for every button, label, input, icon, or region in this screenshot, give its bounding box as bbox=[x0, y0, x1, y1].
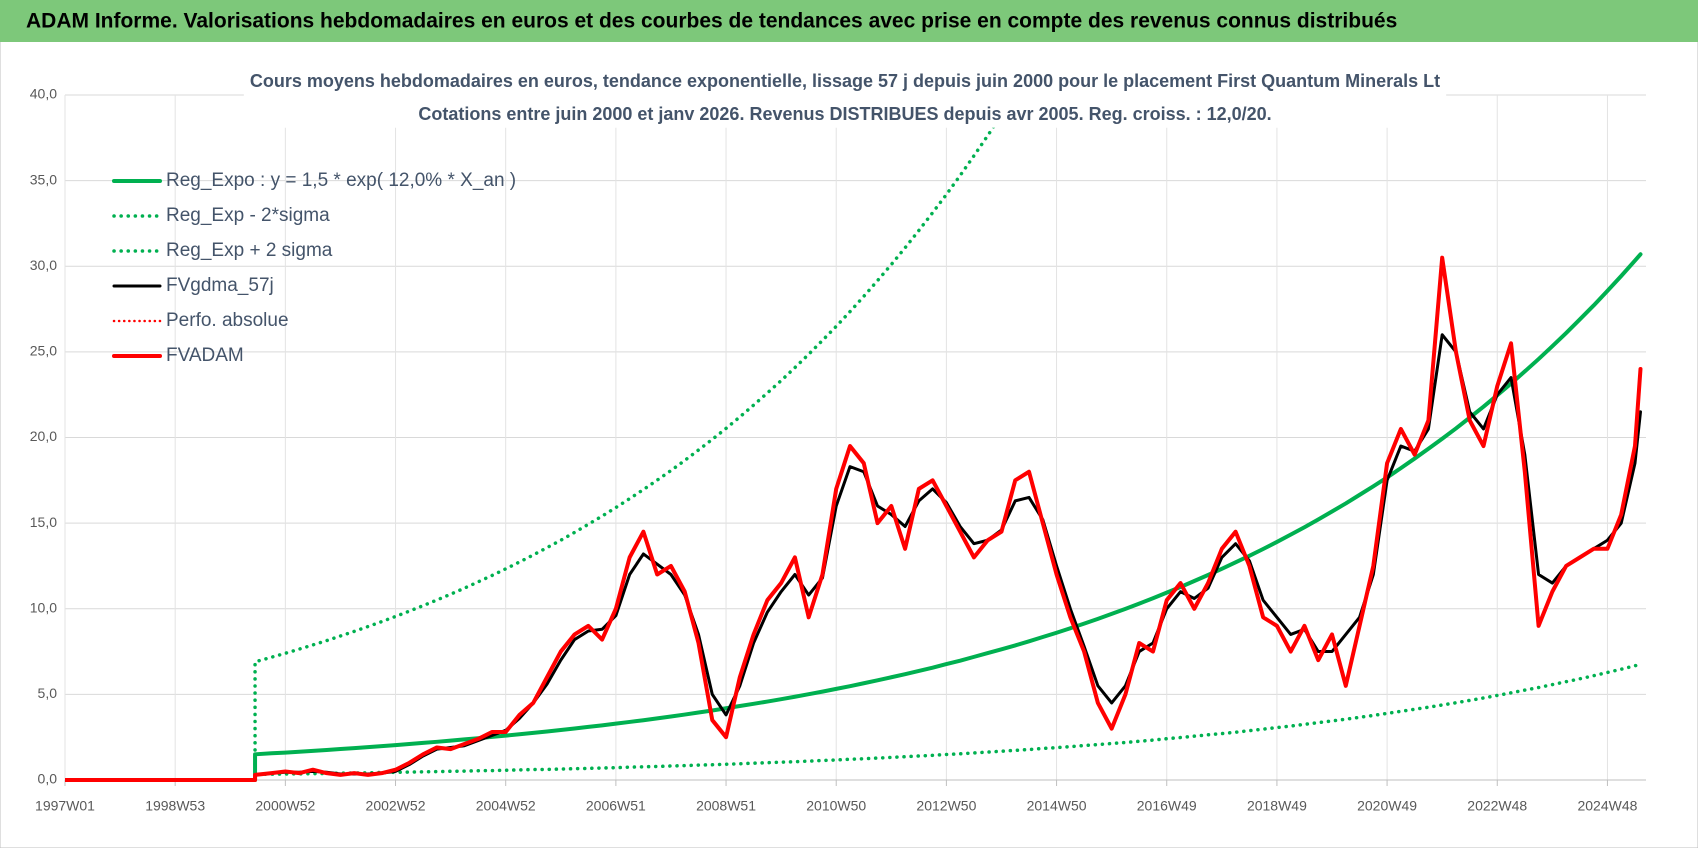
y-tick-label: 20,0 bbox=[30, 428, 57, 444]
legend-label: Reg_Expo : y = 1,5 * exp( 12,0% * X_an ) bbox=[166, 170, 516, 191]
x-tick-label: 2002W52 bbox=[366, 798, 426, 814]
y-tick-label: 30,0 bbox=[30, 257, 57, 273]
x-tick-label: 1997W01 bbox=[35, 798, 95, 814]
series-line bbox=[65, 662, 1643, 782]
y-tick-label: 40,0 bbox=[30, 86, 57, 102]
legend-label: Perfo. absolue bbox=[166, 310, 289, 331]
y-tick-label: 25,0 bbox=[30, 343, 57, 359]
header-bar bbox=[0, 0, 1698, 42]
y-tick-label: 15,0 bbox=[30, 514, 57, 530]
legend: Reg_Expo : y = 1,5 * exp( 12,0% * X_an )… bbox=[112, 170, 516, 366]
legend-label: FVgdma_57j bbox=[166, 275, 274, 296]
x-tick-label: 2016W49 bbox=[1137, 798, 1197, 814]
x-tick-label: 2004W52 bbox=[476, 798, 536, 814]
x-tick-label: 2018W49 bbox=[1247, 798, 1307, 814]
x-tick-label: 2014W50 bbox=[1027, 798, 1087, 814]
x-tick-label: 1998W53 bbox=[145, 798, 205, 814]
series-line bbox=[65, 93, 1018, 782]
x-tick-label: 2012W50 bbox=[916, 798, 976, 814]
x-tick-label: 2022W48 bbox=[1467, 798, 1527, 814]
legend-label: FVADAM bbox=[166, 345, 244, 366]
plot-area bbox=[65, 93, 1643, 782]
header-title: ADAM Informe. Valorisations hebdomadaire… bbox=[26, 10, 1397, 33]
y-tick-label: 0,0 bbox=[38, 771, 58, 787]
series-line bbox=[65, 255, 1643, 782]
x-tick-label: 2010W50 bbox=[806, 798, 866, 814]
x-tick-label: 2008W51 bbox=[696, 798, 756, 814]
x-tick-label: 2006W51 bbox=[586, 798, 646, 814]
x-tick-label: 2024W48 bbox=[1577, 798, 1637, 814]
y-tick-label: 35,0 bbox=[30, 171, 57, 187]
chart-subtitle: Cotations entre juin 2000 et janv 2026. … bbox=[418, 104, 1271, 124]
legend-label: Reg_Exp + 2 sigma bbox=[166, 240, 333, 261]
x-tick-label: 2000W52 bbox=[255, 798, 315, 814]
series-line bbox=[65, 252, 1643, 782]
legend-label: Reg_Exp - 2*sigma bbox=[166, 205, 330, 226]
y-tick-label: 10,0 bbox=[30, 599, 57, 615]
chart-title: Cours moyens hebdomadaires en euros, ten… bbox=[250, 71, 1440, 91]
title-box bbox=[243, 66, 1447, 128]
y-tick-label: 5,0 bbox=[38, 685, 58, 701]
x-tick-label: 2020W49 bbox=[1357, 798, 1417, 814]
